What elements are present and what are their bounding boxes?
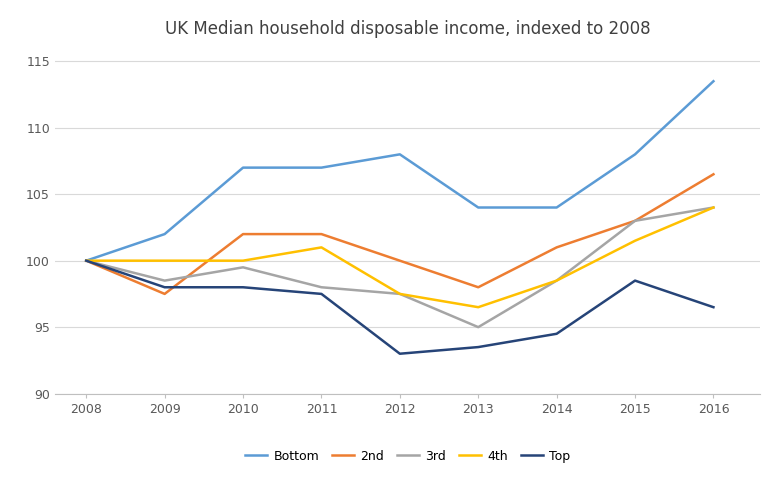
2nd (82, 258, 91, 264)
4th (238, 258, 248, 264)
Top (552, 331, 561, 336)
Bottom (709, 78, 718, 84)
Top (160, 284, 169, 290)
Top (317, 291, 326, 297)
Bottom (160, 231, 169, 237)
2nd (238, 231, 248, 237)
Title: UK Median household disposable income, indexed to 2008: UK Median household disposable income, i… (165, 20, 651, 38)
2nd (474, 284, 483, 290)
Bottom (395, 152, 405, 157)
Legend: Bottom, 2nd, 3rd, 4th, Top: Bottom, 2nd, 3rd, 4th, Top (240, 445, 575, 468)
3rd (709, 204, 718, 210)
Bottom (474, 204, 483, 210)
2nd (630, 218, 640, 224)
Bottom (317, 165, 326, 170)
4th (709, 204, 718, 210)
3rd (474, 324, 483, 330)
Top (238, 284, 248, 290)
3rd (317, 284, 326, 290)
2nd (317, 231, 326, 237)
Top (709, 304, 718, 310)
2nd (395, 258, 405, 264)
Top (82, 258, 91, 264)
Top (474, 344, 483, 350)
Top (630, 278, 640, 284)
2nd (552, 244, 561, 250)
Top (395, 351, 405, 357)
4th (82, 258, 91, 264)
Line: Top: Top (86, 261, 713, 354)
4th (395, 291, 405, 297)
Bottom (238, 165, 248, 170)
2nd (709, 171, 718, 177)
4th (630, 238, 640, 244)
Line: 3rd: 3rd (86, 207, 713, 327)
2nd (160, 291, 169, 297)
3rd (630, 218, 640, 224)
Bottom (82, 258, 91, 264)
4th (474, 304, 483, 310)
Line: 2nd: 2nd (86, 174, 713, 294)
4th (160, 258, 169, 264)
Line: 4th: 4th (86, 207, 713, 307)
3rd (552, 278, 561, 284)
Bottom (630, 152, 640, 157)
3rd (82, 258, 91, 264)
3rd (160, 278, 169, 284)
3rd (395, 291, 405, 297)
3rd (238, 264, 248, 270)
Bottom (552, 204, 561, 210)
Line: Bottom: Bottom (86, 81, 713, 261)
4th (317, 244, 326, 250)
4th (552, 278, 561, 284)
